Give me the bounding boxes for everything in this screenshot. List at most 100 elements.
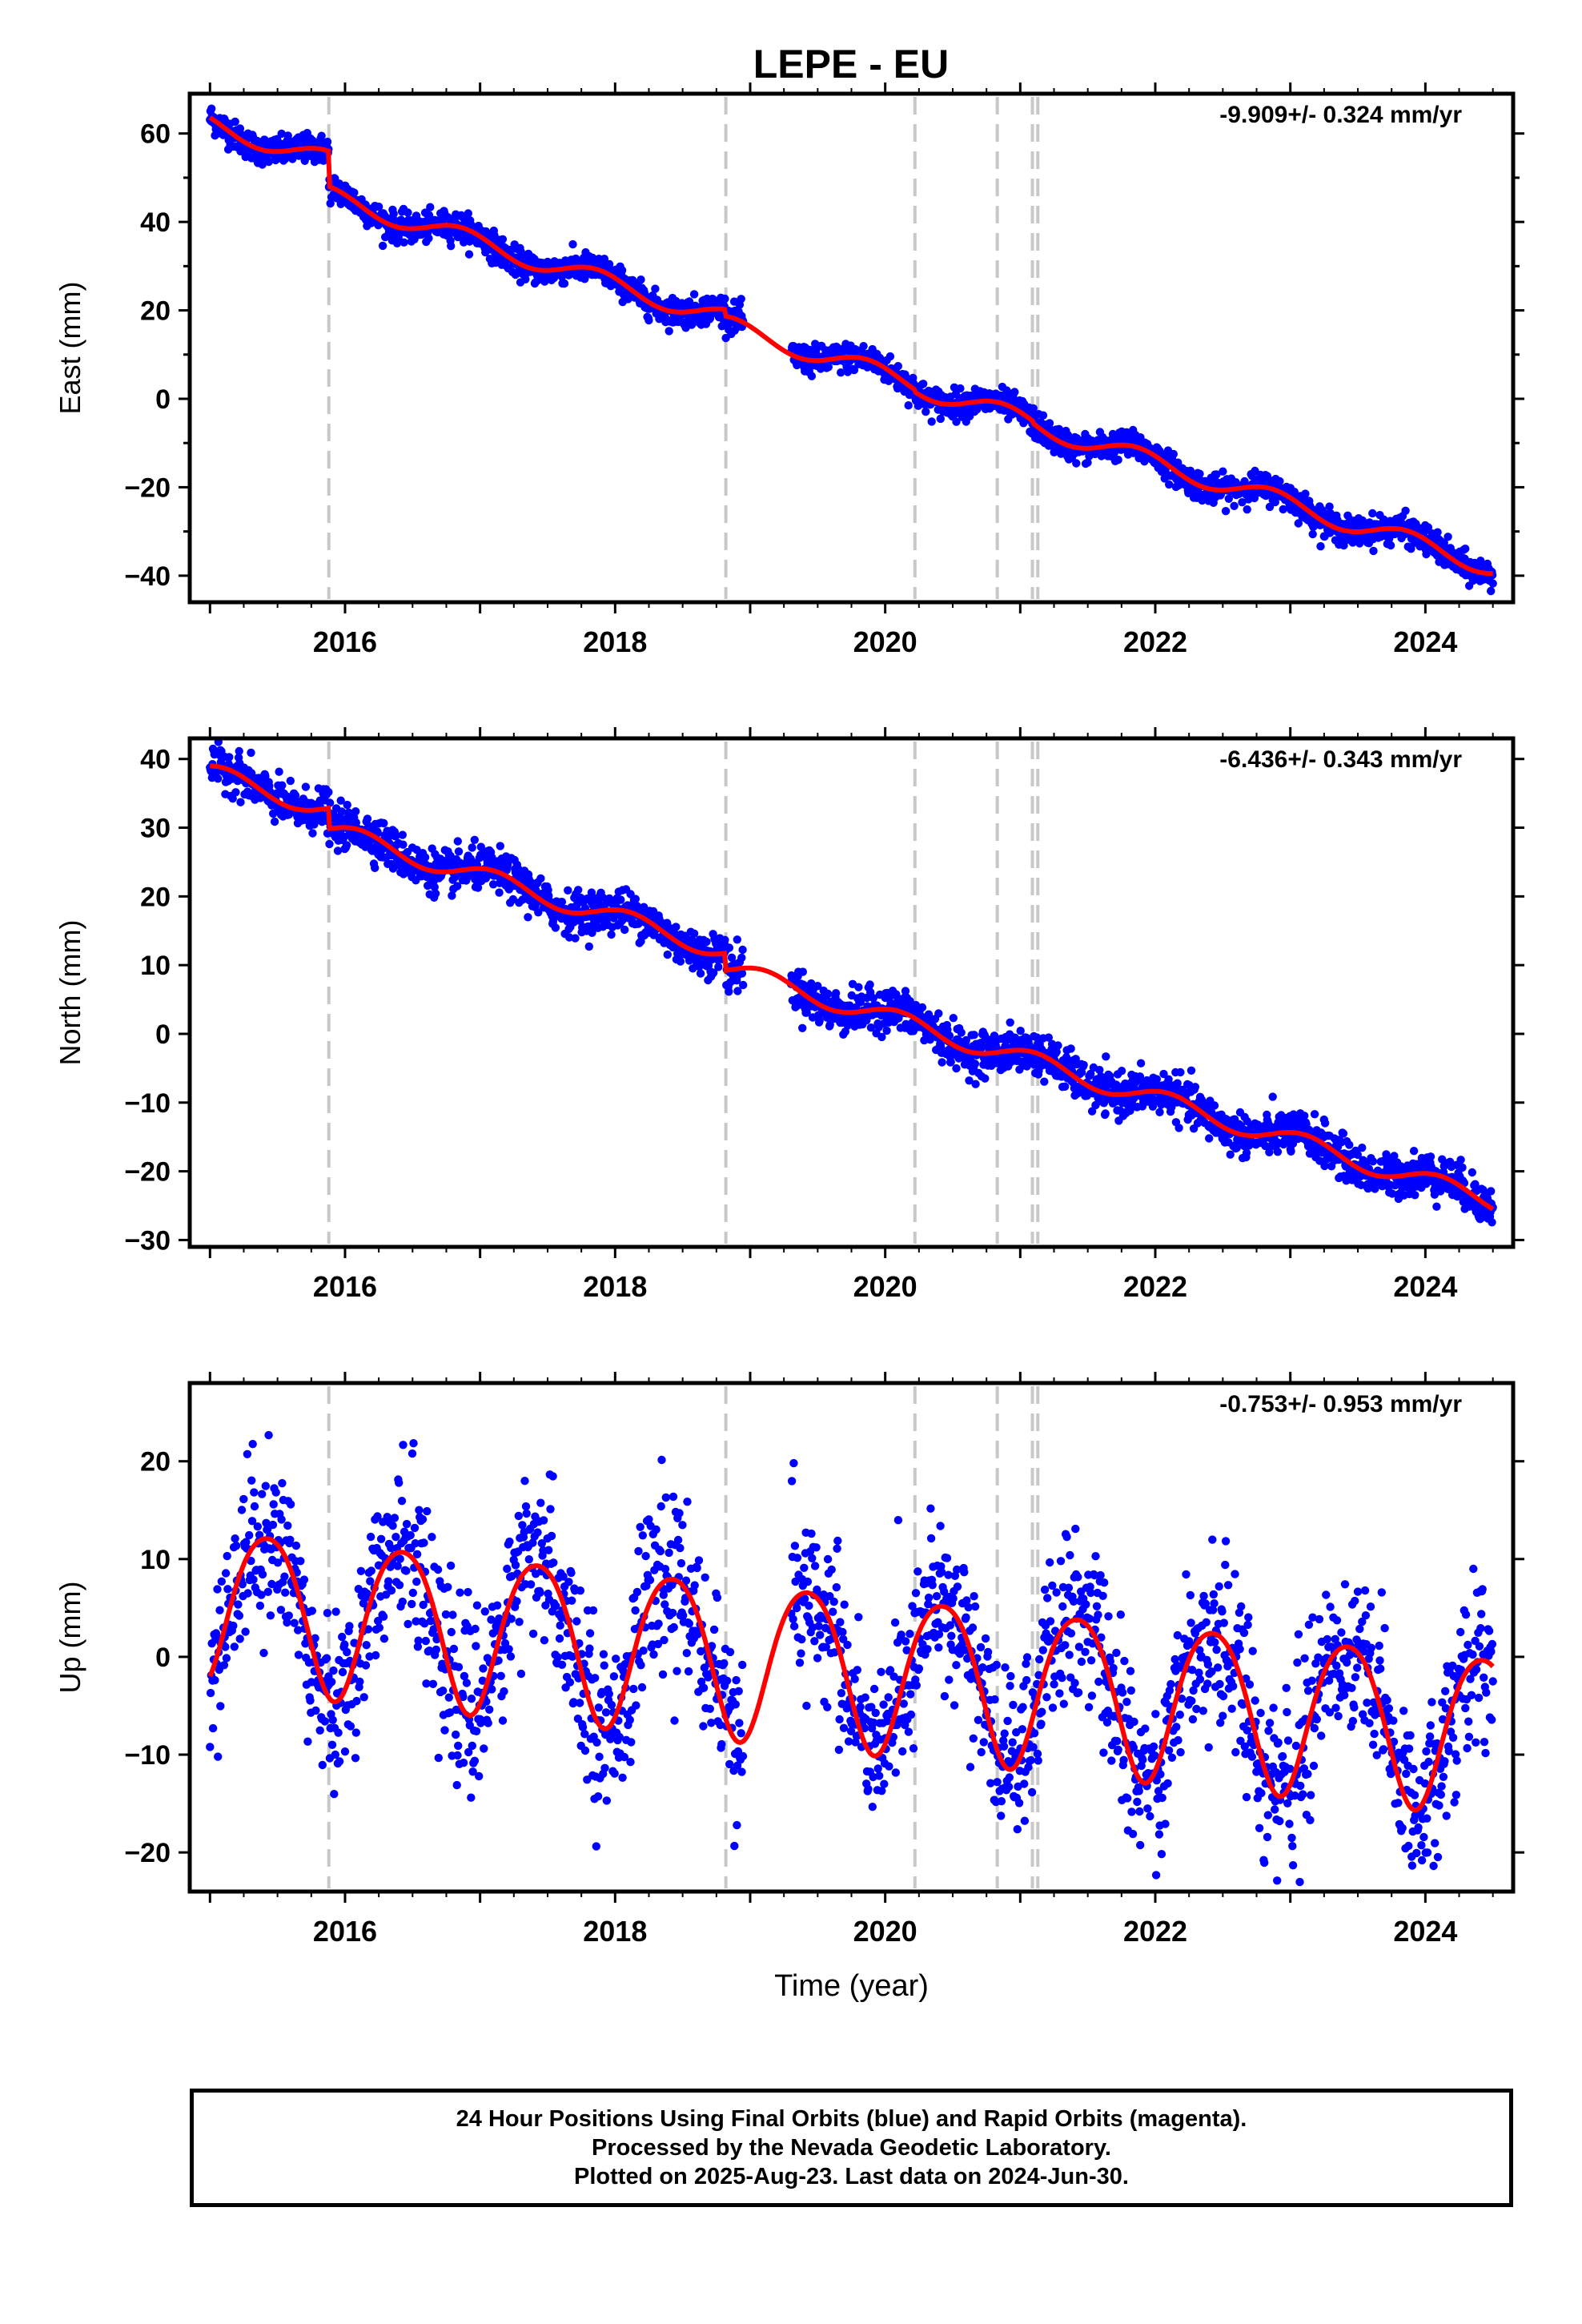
data-point — [258, 160, 267, 169]
data-point — [893, 362, 903, 371]
data-point — [571, 934, 580, 943]
data-point — [620, 925, 629, 935]
data-point — [607, 930, 616, 939]
data-point — [1401, 506, 1410, 515]
data-point — [807, 372, 817, 380]
data-point — [1487, 586, 1496, 596]
data-point — [725, 987, 733, 996]
data-point — [1243, 505, 1251, 514]
data-point — [1268, 1092, 1277, 1101]
x-tick-label: 2016 — [313, 625, 377, 658]
data-point — [919, 380, 928, 388]
data-point — [1345, 1140, 1354, 1149]
data-point — [956, 384, 965, 393]
data-point — [1191, 1083, 1200, 1092]
data-point — [885, 352, 895, 361]
data-point — [1242, 1148, 1251, 1158]
data-point — [831, 989, 841, 998]
data-point — [738, 945, 747, 955]
data-point — [398, 830, 407, 839]
data-point — [1316, 542, 1325, 551]
data-point — [1176, 1068, 1185, 1077]
data-point — [904, 401, 913, 410]
data-point — [564, 886, 572, 895]
data-point — [737, 295, 745, 304]
data-point — [934, 1009, 943, 1018]
data-point — [1040, 1077, 1049, 1086]
data-point — [636, 275, 645, 284]
data-point — [470, 835, 479, 845]
data-point — [277, 129, 286, 139]
figure-title: LEPE - EU — [753, 42, 949, 86]
data-point — [676, 957, 685, 966]
data-point — [308, 829, 317, 838]
data-point — [913, 401, 923, 410]
data-point — [1369, 546, 1378, 556]
data-point — [1230, 501, 1239, 510]
data-point — [1488, 579, 1497, 588]
data-point — [1079, 1060, 1088, 1070]
data-point — [616, 895, 625, 904]
data-point — [1102, 1052, 1110, 1061]
data-point — [1186, 1066, 1196, 1076]
data-point — [511, 270, 520, 279]
data-point — [737, 953, 746, 963]
data-point — [1152, 1075, 1162, 1084]
data-point — [231, 788, 240, 797]
data-point — [927, 417, 936, 426]
data-point — [524, 913, 532, 922]
data-point — [363, 814, 372, 823]
y-axis-label: East (mm) — [54, 282, 86, 415]
data-point — [464, 250, 474, 259]
data-point — [1368, 1157, 1378, 1166]
data-point — [1273, 1148, 1283, 1156]
data-point — [371, 863, 379, 873]
data-point — [343, 800, 351, 810]
data-point — [498, 235, 508, 243]
data-point — [235, 746, 243, 756]
data-point — [496, 842, 504, 850]
data-point — [447, 242, 456, 251]
data-point — [1010, 388, 1019, 396]
y-tick-label: 40 — [140, 207, 171, 238]
data-point — [600, 255, 609, 263]
data-point — [568, 239, 577, 249]
data-point — [672, 923, 681, 931]
data-point — [687, 320, 697, 329]
data-point — [574, 886, 583, 895]
data-point — [288, 155, 297, 163]
data-point — [351, 807, 360, 816]
data-point — [214, 774, 223, 783]
data-point — [275, 767, 283, 776]
data-point — [663, 950, 672, 959]
data-point — [1409, 1147, 1419, 1156]
data-point — [882, 1026, 891, 1035]
data-point — [283, 131, 292, 140]
data-point — [536, 874, 545, 883]
data-point — [957, 1028, 966, 1037]
data-point — [714, 963, 723, 971]
data-point — [1038, 411, 1048, 420]
data-point — [815, 1016, 824, 1025]
data-point — [207, 104, 216, 113]
x-tick-label: 2018 — [583, 625, 647, 658]
data-point — [651, 284, 660, 293]
data-point — [917, 1003, 927, 1012]
data-point — [557, 898, 567, 907]
data-point — [970, 1031, 978, 1039]
data-point — [1219, 467, 1227, 476]
data-point — [644, 316, 653, 325]
data-point — [236, 798, 245, 806]
data-point — [721, 294, 729, 304]
data-point — [264, 157, 273, 167]
data-point — [420, 853, 430, 862]
data-point — [325, 839, 334, 849]
data-point — [617, 266, 627, 275]
data-point — [865, 980, 874, 989]
data-point — [1174, 1124, 1183, 1132]
data-point — [301, 782, 311, 791]
data-point — [468, 843, 476, 852]
data-point — [1169, 449, 1178, 459]
data-point — [938, 1058, 946, 1067]
data-point — [946, 1057, 955, 1067]
